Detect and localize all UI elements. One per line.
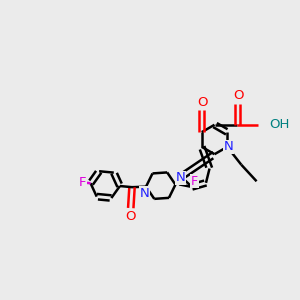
Text: N: N	[176, 171, 185, 184]
Text: N: N	[224, 140, 233, 153]
Text: F: F	[79, 176, 86, 189]
Text: O: O	[197, 96, 208, 109]
Text: O: O	[233, 89, 243, 102]
Text: F: F	[191, 175, 198, 188]
Text: N: N	[140, 187, 150, 200]
Text: O: O	[125, 210, 136, 223]
Text: OH: OH	[269, 118, 290, 131]
